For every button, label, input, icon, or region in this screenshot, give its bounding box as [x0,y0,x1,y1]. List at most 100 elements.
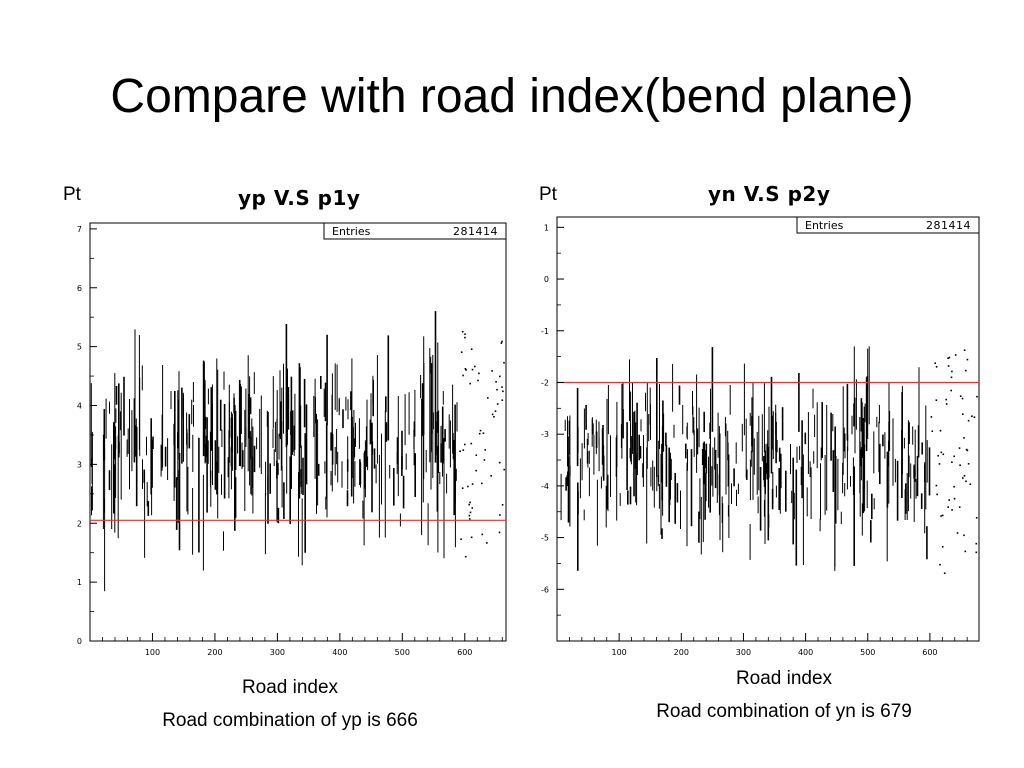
data-point [930,416,933,418]
data-point [459,450,461,452]
data-point [945,403,948,405]
data-point [976,395,978,398]
data-point [470,536,473,539]
x-tick-label: 300 [270,648,285,657]
x-tick-label: 100 [612,648,627,657]
data-point [500,342,503,344]
data-point [956,532,959,534]
data-point [962,413,964,415]
data-point [959,395,962,397]
data-point [963,437,965,439]
slide-title: Compare with road index(bend plane) [110,70,914,123]
x-tick-label: 600 [922,648,937,657]
data-point [967,419,970,422]
data-point [495,381,497,383]
data-point [470,442,473,445]
data-point [478,372,480,375]
data-point [965,448,968,451]
x-axis-label-right: Road index [735,668,833,689]
data-point [483,459,486,461]
y-tick-label: 0 [544,275,549,284]
data-point [481,482,483,485]
y-tick-label: -2 [541,378,549,387]
data-point [953,455,955,458]
x-tick-label: 500 [860,648,875,657]
data-point [493,416,495,418]
data-point [471,483,474,485]
data-point [498,531,501,534]
data-point [499,375,501,378]
y-tick-label: 0 [77,637,82,646]
y-tick-label: 4 [77,402,82,411]
data-point [501,386,503,388]
data-point [939,429,942,432]
data-point [963,475,966,477]
stats-label: Entries [332,225,371,238]
data-point [469,518,471,520]
data-point [477,379,479,382]
x-tick-label: 200 [674,648,689,657]
data-point [464,333,466,335]
data-point [942,453,945,456]
stats-label: Entries [805,219,844,232]
data-point [471,368,474,371]
data-point [501,504,504,506]
data-point [464,443,466,446]
data-point [482,432,485,434]
data-point [469,501,471,504]
x-tick-label: 200 [207,648,222,657]
data-point [971,415,973,417]
x-tick-label: 500 [395,648,410,657]
caption-right: Road index Road combination of yn is 679 [584,662,984,728]
data-point [481,533,484,536]
x-axis-label-left: Road index [241,677,339,698]
data-point [935,399,938,401]
data-point [948,356,951,359]
data-point [467,485,469,488]
data-point [939,563,941,566]
data-point [462,374,464,377]
data-point [461,487,464,489]
data-point [494,410,497,412]
data-point [953,497,956,500]
data-point [502,390,504,393]
data-point [950,389,952,392]
data-point [464,336,466,339]
x-tick-label: 100 [145,648,160,657]
data-point [471,507,474,509]
y-tick-label: -4 [541,482,549,491]
data-point [966,449,969,452]
data-point [460,538,462,540]
data-point [935,484,938,487]
data-point [951,509,953,511]
y-tick-label: 6 [77,284,82,293]
data-point [501,399,504,401]
data-point [462,449,465,451]
chart-title-left: yp V.S p1y [238,186,361,210]
y-tick-label: 2 [77,519,82,528]
x-tick-label: 600 [457,648,472,657]
y-tick-label: -6 [541,585,549,594]
data-point [958,506,961,508]
data-point [479,429,482,432]
data-point [948,499,950,501]
data-point [964,550,967,553]
x-tick-label: 300 [736,648,751,657]
chart-yn-vs-p2y: 1 0 -1 -2 -3 -4 -5 -6 100 200 300 400 500 600 Entries 2… [541,216,980,657]
data-point [954,354,957,356]
data-point [475,469,477,472]
data-point [975,551,978,554]
stats-value: 281414 [926,219,971,232]
data-point [461,330,464,333]
y-tick-label: 1 [544,223,549,232]
data-point [963,349,966,351]
x-tick-label: 400 [798,648,813,657]
data-point [937,454,939,457]
data-point [947,365,950,367]
data-marks [90,311,505,592]
x-tick-label: 400 [332,648,347,657]
data-point [931,430,934,432]
y-tick-label: 5 [77,343,82,352]
data-point [958,447,961,449]
data-point [486,542,488,544]
